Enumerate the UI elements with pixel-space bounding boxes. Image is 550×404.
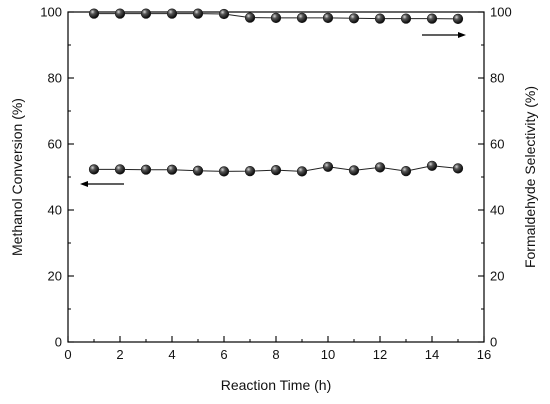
left-axis-arrow (80, 181, 124, 187)
data-point-left (322, 161, 334, 172)
plot-area (67, 11, 485, 343)
data-point-right (374, 13, 386, 24)
y2-tick-label: 100 (490, 5, 512, 20)
data-point-left (270, 165, 282, 176)
data-point-right (296, 12, 308, 23)
x-tick-label: 12 (373, 347, 387, 362)
data-point-right (140, 8, 152, 19)
x-tick-label: 8 (272, 347, 279, 362)
data-point-left (88, 164, 100, 175)
data-point-right (192, 8, 204, 19)
y-axis-title: Methanol Conversion (%) (9, 98, 25, 256)
y-tick-label: 100 (40, 5, 62, 20)
data-point-right (426, 13, 438, 24)
data-point-left (166, 164, 178, 175)
x-tick-label: 0 (64, 347, 71, 362)
x-tick-label: 16 (477, 347, 491, 362)
data-point-left (140, 164, 152, 175)
y-tick-label: 40 (48, 203, 62, 218)
data-point-left (218, 166, 230, 177)
right-axis-arrow (422, 32, 466, 38)
x-tick-label: 2 (116, 347, 123, 362)
data-point-right (244, 12, 256, 23)
data-point-right (114, 8, 126, 19)
data-point-right (322, 12, 334, 23)
x-tick-label: 4 (168, 347, 175, 362)
y-tick-label: 0 (55, 335, 62, 350)
y-tick-label: 60 (48, 137, 62, 152)
data-point-left (426, 160, 438, 171)
data-point-right (218, 8, 230, 20)
y2-tick-label: 80 (490, 71, 504, 86)
ticks (67, 11, 485, 343)
data-point-left (452, 163, 464, 174)
data-point-right (348, 13, 360, 24)
y2-tick-label: 20 (490, 269, 504, 284)
data-point-right (88, 8, 100, 19)
data-point-left (374, 162, 386, 173)
data-point-right (270, 12, 282, 23)
x-tick-label: 14 (425, 347, 439, 362)
data-point-right (452, 13, 464, 24)
y2-tick-label: 40 (490, 203, 504, 218)
data-point-right (166, 8, 178, 19)
data-point-left (114, 164, 126, 175)
series-points (88, 8, 464, 177)
data-point-left (244, 166, 256, 177)
x-tick-label: 6 (220, 347, 227, 362)
data-point-right (400, 13, 412, 24)
x-tick-label: 10 (321, 347, 335, 362)
data-point-left (296, 166, 308, 177)
y2-tick-label: 60 (490, 137, 504, 152)
data-point-left (192, 165, 204, 176)
data-point-left (348, 165, 360, 176)
y2-axis-title: Formaldehyde Selectivity (%) (522, 86, 538, 268)
data-point-left (400, 166, 412, 177)
y-tick-label: 80 (48, 71, 62, 86)
y-tick-label: 20 (48, 269, 62, 284)
y2-tick-label: 0 (490, 335, 497, 350)
x-axis-title: Reaction Time (h) (221, 377, 331, 393)
